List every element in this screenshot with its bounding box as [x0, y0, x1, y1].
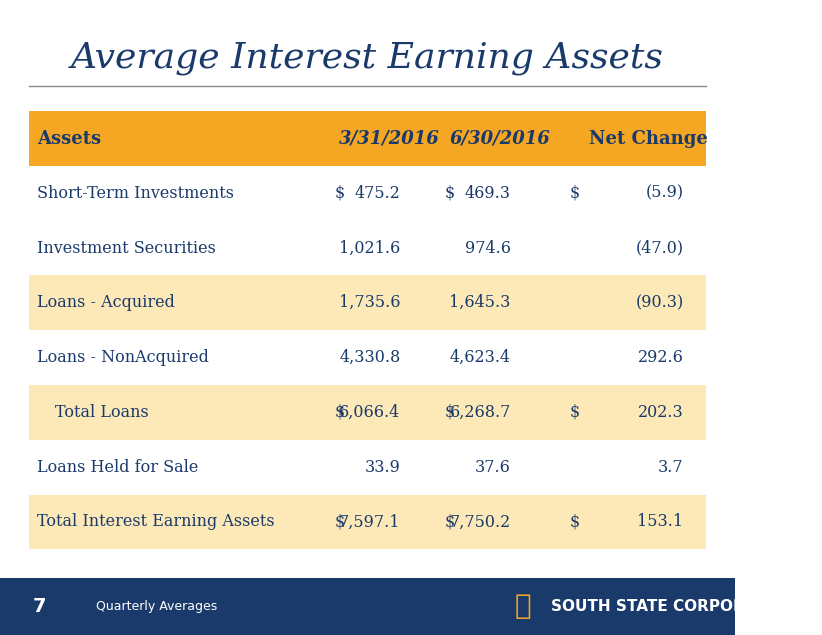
Text: Net Change: Net Change [589, 130, 708, 147]
Text: Total Loans: Total Loans [55, 404, 149, 421]
Text: 7: 7 [33, 597, 47, 616]
FancyBboxPatch shape [30, 111, 705, 166]
Text: 475.2: 475.2 [355, 185, 400, 202]
Text: $: $ [445, 185, 455, 202]
Text: 37.6: 37.6 [475, 458, 510, 476]
Text: 3.7: 3.7 [658, 458, 684, 476]
Text: $: $ [335, 513, 344, 530]
Text: Average Interest Earning Assets: Average Interest Earning Assets [71, 41, 664, 76]
Text: 292.6: 292.6 [638, 349, 684, 366]
Text: 153.1: 153.1 [637, 513, 684, 530]
Text: 974.6: 974.6 [464, 239, 510, 257]
Text: Assets: Assets [37, 130, 101, 147]
Text: $: $ [570, 404, 580, 421]
Text: 6,066.4: 6,066.4 [339, 404, 400, 421]
Text: (5.9): (5.9) [645, 185, 684, 202]
FancyBboxPatch shape [30, 276, 705, 330]
Text: 1,735.6: 1,735.6 [339, 294, 400, 311]
Text: 6/30/2016: 6/30/2016 [450, 130, 550, 147]
Text: SOUTH STATE CORPORATION: SOUTH STATE CORPORATION [552, 599, 797, 614]
Text: 3/31/2016: 3/31/2016 [339, 130, 440, 147]
Text: (47.0): (47.0) [635, 239, 684, 257]
Text: $: $ [335, 185, 344, 202]
Text: $: $ [445, 404, 455, 421]
Text: Ⓢ: Ⓢ [515, 592, 531, 620]
FancyBboxPatch shape [30, 166, 705, 221]
FancyBboxPatch shape [30, 385, 705, 439]
Text: 4,623.4: 4,623.4 [450, 349, 510, 366]
Text: Total Interest Earning Assets: Total Interest Earning Assets [37, 513, 275, 530]
FancyBboxPatch shape [0, 578, 735, 635]
Text: Loans Held for Sale: Loans Held for Sale [37, 458, 198, 476]
FancyBboxPatch shape [30, 330, 705, 385]
Text: 6,268.7: 6,268.7 [450, 404, 510, 421]
FancyBboxPatch shape [30, 221, 705, 276]
Text: 7,597.1: 7,597.1 [339, 513, 400, 530]
Text: Loans - Acquired: Loans - Acquired [37, 294, 174, 311]
Text: 1,021.6: 1,021.6 [339, 239, 400, 257]
Text: 33.9: 33.9 [365, 458, 400, 476]
Text: 4,330.8: 4,330.8 [339, 349, 400, 366]
Text: 202.3: 202.3 [638, 404, 684, 421]
Text: 1,645.3: 1,645.3 [450, 294, 510, 311]
Text: $: $ [445, 513, 455, 530]
Text: $: $ [570, 513, 580, 530]
FancyBboxPatch shape [30, 495, 705, 549]
Text: 469.3: 469.3 [464, 185, 510, 202]
Text: $: $ [335, 404, 344, 421]
Text: Short-Term Investments: Short-Term Investments [37, 185, 233, 202]
Text: $: $ [570, 185, 580, 202]
FancyBboxPatch shape [30, 440, 705, 495]
Text: 7,750.2: 7,750.2 [450, 513, 510, 530]
Text: (90.3): (90.3) [635, 294, 684, 311]
Text: Quarterly Averages: Quarterly Averages [95, 600, 217, 613]
Text: Loans - NonAcquired: Loans - NonAcquired [37, 349, 209, 366]
Text: Investment Securities: Investment Securities [37, 239, 215, 257]
